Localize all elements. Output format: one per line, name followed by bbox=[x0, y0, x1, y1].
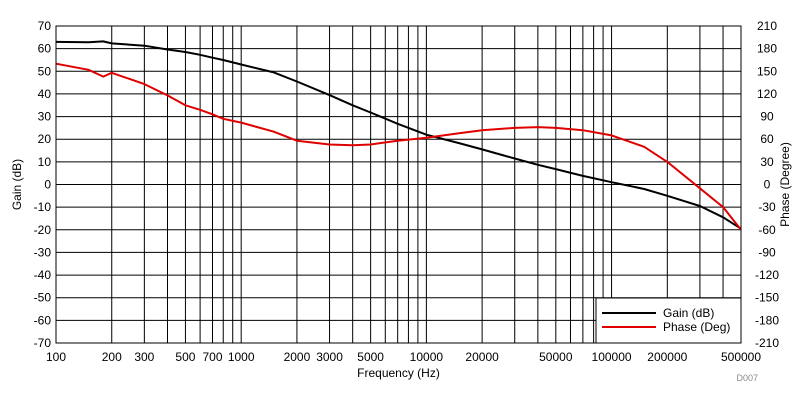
figure-id-annotation: D007 bbox=[736, 373, 758, 383]
x-tick-label: 3000 bbox=[316, 350, 343, 364]
y-right-tick-label: 120 bbox=[757, 87, 777, 101]
y-left-tick-label: 40 bbox=[38, 87, 52, 101]
y-right-tick-label: 30 bbox=[760, 155, 774, 169]
y-left-tick-label: -10 bbox=[34, 200, 52, 214]
x-tick-label: 10000 bbox=[410, 350, 444, 364]
y-left-tick-label: 20 bbox=[38, 132, 52, 146]
y-left-tick-label: 0 bbox=[44, 178, 51, 192]
y-right-tick-label: 60 bbox=[760, 132, 774, 146]
y-right-tick-label: 180 bbox=[757, 42, 777, 56]
y-right-axis-label: Phase (Degree) bbox=[778, 142, 792, 227]
x-tick-label: 100 bbox=[46, 350, 66, 364]
y-left-tick-label: -20 bbox=[34, 223, 52, 237]
y-right-tick-label: -150 bbox=[755, 291, 779, 305]
y-left-tick-label: -70 bbox=[34, 336, 52, 350]
plot-frame bbox=[55, 25, 742, 344]
y-left-tick-label: 50 bbox=[38, 64, 52, 78]
series-line-phase bbox=[55, 62, 742, 231]
legend-label-gain: Gain (dB) bbox=[663, 306, 714, 320]
y-right-tick-label: 0 bbox=[764, 178, 771, 192]
y-left-tick-label: 60 bbox=[38, 42, 52, 56]
legend-label-phase: Phase (Deg) bbox=[663, 320, 730, 334]
y-left-tick-label: -30 bbox=[34, 245, 52, 259]
y-right-tick-label: 210 bbox=[757, 19, 777, 33]
y-right-tick-label: -90 bbox=[758, 245, 776, 259]
y-right-tick-label: 150 bbox=[757, 64, 777, 78]
series-line-gain bbox=[55, 40, 742, 230]
y-right-tick-label: -60 bbox=[758, 223, 776, 237]
y-left-tick-label: 30 bbox=[38, 110, 52, 124]
legend-box bbox=[595, 297, 742, 344]
series-layer bbox=[55, 40, 742, 231]
x-tick-label: 100000 bbox=[592, 350, 632, 364]
y-right-tick-label: -180 bbox=[755, 313, 779, 327]
x-axis-ticks: 100 200 300 500 700 1000 2000 3000 5000 10000 2000… bbox=[46, 350, 761, 364]
legend: Gain (dB) Phase (Deg) bbox=[595, 297, 742, 344]
y-left-tick-label: -50 bbox=[34, 291, 52, 305]
y-right-tick-label: -120 bbox=[755, 268, 779, 282]
x-tick-label: 200000 bbox=[647, 350, 687, 364]
y-right-tick-label: -210 bbox=[755, 336, 779, 350]
x-tick-label: 700 bbox=[202, 350, 222, 364]
x-tick-label: 1000 bbox=[228, 350, 255, 364]
y-left-tick-label: 70 bbox=[38, 19, 52, 33]
x-tick-label: 2000 bbox=[284, 350, 311, 364]
x-tick-label: 20000 bbox=[465, 350, 499, 364]
y-left-axis-label: Gain (dB) bbox=[10, 159, 24, 210]
x-tick-label: 500000 bbox=[721, 350, 761, 364]
y-left-axis-ticks: 70 60 50 40 30 20 10 0 -10 -20 -30 -40 -50 -60 -70 bbox=[34, 19, 52, 350]
x-tick-label: 50000 bbox=[539, 350, 573, 364]
y-right-axis-ticks: 210 180 150 120 90 60 30 0 -30 -60 -90 -120 -150 -180… bbox=[755, 19, 779, 350]
x-tick-label: 300 bbox=[134, 350, 154, 364]
grid bbox=[56, 26, 741, 343]
x-tick-label: 200 bbox=[102, 350, 122, 364]
x-tick-label: 5000 bbox=[357, 350, 384, 364]
y-right-tick-label: 90 bbox=[760, 110, 774, 124]
y-left-tick-label: -40 bbox=[34, 268, 52, 282]
y-left-tick-label: -60 bbox=[34, 313, 52, 327]
y-right-tick-label: -30 bbox=[758, 200, 776, 214]
x-axis-label: Frequency (Hz) bbox=[357, 366, 440, 380]
y-left-tick-label: 10 bbox=[38, 155, 52, 169]
x-tick-label: 500 bbox=[175, 350, 195, 364]
